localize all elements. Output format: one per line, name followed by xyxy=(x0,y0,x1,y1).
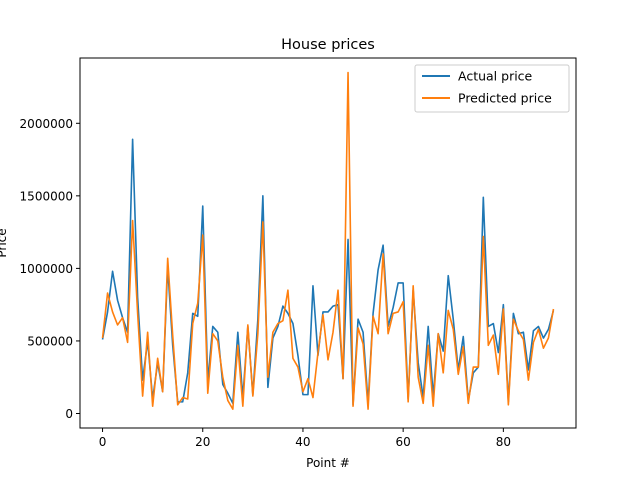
legend-box xyxy=(414,64,570,113)
x-tick-label: 60 xyxy=(396,435,411,449)
x-tick-label: 0 xyxy=(99,435,107,449)
x-tick-label: 80 xyxy=(496,435,511,449)
legend-label-actual: Actual price xyxy=(458,69,533,84)
y-tick-label: 2000000 xyxy=(20,117,73,131)
y-tick-label: 500000 xyxy=(27,334,73,348)
legend-label-predicted: Predicted price xyxy=(458,91,552,106)
series-layer xyxy=(101,71,555,410)
y-axis-ticks: 0 500000 1000000 1500000 2000000 xyxy=(20,117,80,421)
y-tick-label: 1000000 xyxy=(20,262,73,276)
y-tick-label: 1500000 xyxy=(20,189,73,203)
y-axis-label: Price xyxy=(0,228,9,257)
chart-title: House prices xyxy=(281,37,375,53)
x-axis-ticks: 0 20 40 60 80 xyxy=(99,428,511,449)
series-line-predicted-price xyxy=(101,71,555,410)
x-tick-label: 20 xyxy=(195,435,210,449)
x-axis-label: Point # xyxy=(306,456,350,470)
plot-frame xyxy=(79,57,577,429)
y-tick-label: 0 xyxy=(65,407,73,421)
x-tick-label: 40 xyxy=(295,435,310,449)
legend: Actual price Predicted price xyxy=(414,64,570,113)
